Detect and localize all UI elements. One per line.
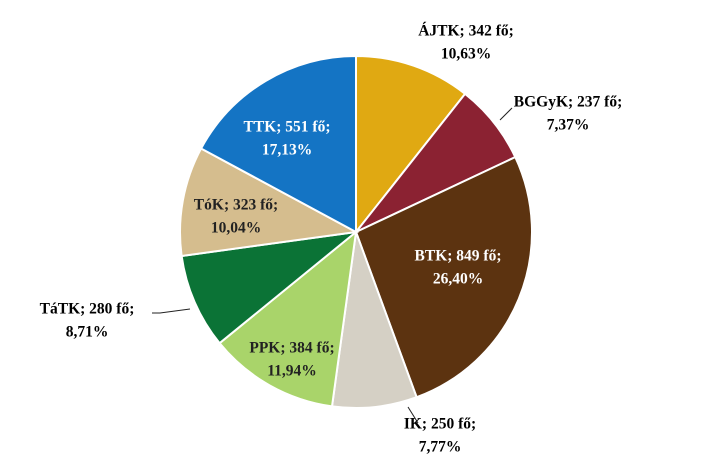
leader-line: [407, 406, 419, 424]
slice-percent: 10,63%: [441, 46, 491, 63]
slice-label: PPK; 384 fő;: [249, 340, 334, 357]
slice-percent: 17,13%: [262, 142, 312, 159]
slice-percent: 7,77%: [419, 439, 462, 456]
pie-slice: [179, 147, 360, 258]
slice-label: IK; 250 fő;: [404, 416, 476, 433]
pie-slice: [355, 54, 467, 235]
pie-slice: [199, 54, 357, 234]
slice-label: BGGyK; 237 fő;: [514, 94, 623, 111]
leader-line: [152, 308, 191, 314]
pie-slice: [354, 155, 533, 399]
slice-percent: 11,94%: [267, 363, 317, 380]
pie-slice: [218, 229, 358, 408]
slice-label: ÁJTK; 342 fő;: [418, 23, 514, 40]
leader-line: [499, 107, 513, 121]
slice-percent: 10,04%: [211, 220, 261, 237]
slice-percent: 26,40%: [433, 271, 483, 288]
slice-percent: 7,37%: [547, 117, 590, 134]
slice-label: TTK; 551 fő;: [244, 119, 331, 136]
slice-label: TáTK; 280 fő;: [40, 301, 135, 318]
slice-label: BTK; 849 fő;: [415, 248, 502, 265]
slice-label: TóK; 323 fő;: [194, 197, 278, 214]
pie-slice: [180, 230, 360, 345]
leader-lines: [152, 107, 513, 424]
slice-percent: 8,71%: [66, 324, 109, 341]
